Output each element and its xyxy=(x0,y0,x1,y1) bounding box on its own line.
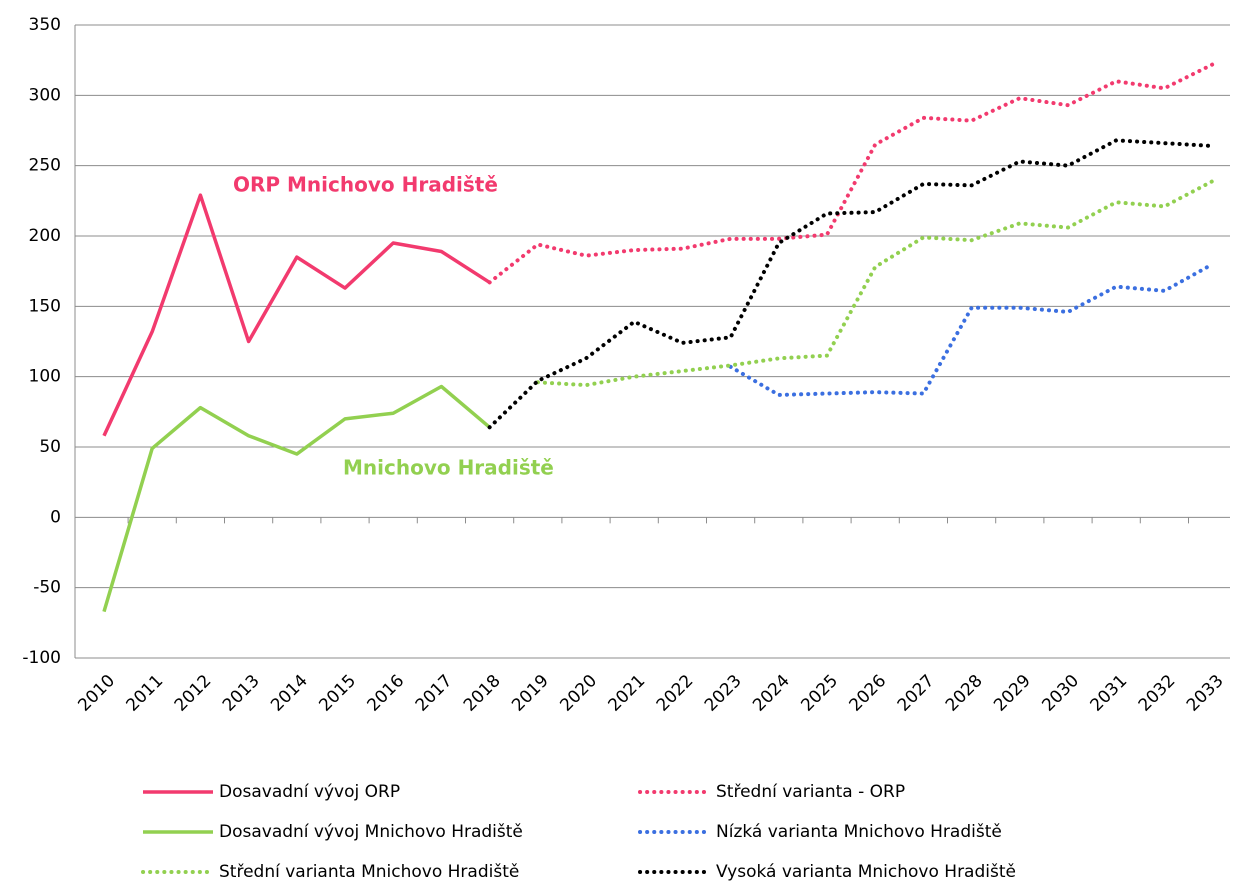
y-tick-label: 200 xyxy=(29,226,61,246)
x-tick-label: 2030 xyxy=(1038,671,1083,716)
legend-label: Vysoká varianta Mnichovo Hradiště xyxy=(716,862,1016,882)
x-tick-label: 2032 xyxy=(1135,671,1180,716)
legend-label: Dosavadní vývoj ORP xyxy=(219,782,400,802)
y-tick-label: -100 xyxy=(22,648,61,668)
x-tick-label: 2018 xyxy=(460,671,505,716)
annotation: Mnichovo Hradiště xyxy=(343,456,554,480)
x-tick-label: 2025 xyxy=(797,671,842,716)
x-tick-label: 2016 xyxy=(364,671,409,716)
y-tick-label: 50 xyxy=(39,437,61,457)
series-line xyxy=(102,384,491,613)
series-line xyxy=(728,262,1215,397)
y-tick-label: 300 xyxy=(29,85,61,105)
x-tick-label: 2019 xyxy=(508,671,553,716)
y-tick-label: -50 xyxy=(33,578,61,598)
x-tick-label: 2023 xyxy=(701,671,746,716)
x-tick-label: 2029 xyxy=(990,671,1035,716)
x-tick-label: 2033 xyxy=(1183,671,1228,716)
x-tick-label: 2020 xyxy=(556,671,601,716)
y-tick-label: 350 xyxy=(29,15,61,35)
x-tick-label: 2028 xyxy=(942,671,987,716)
x-tick-label: 2021 xyxy=(605,671,650,716)
series-line xyxy=(535,179,1215,388)
legend-label: Střední varianta - ORP xyxy=(716,782,905,802)
series-line xyxy=(487,138,1215,430)
x-tick-label: 2022 xyxy=(653,671,698,716)
x-tick-label: 2031 xyxy=(1087,671,1132,716)
legend-label: Dosavadní vývoj Mnichovo Hradiště xyxy=(219,822,523,842)
x-tick-label: 2024 xyxy=(749,671,794,716)
x-tick-label: 2012 xyxy=(171,671,216,716)
x-tick-label: 2011 xyxy=(123,671,168,716)
x-tick-label: 2014 xyxy=(267,671,312,716)
y-tick-label: 250 xyxy=(29,156,61,176)
x-tick-label: 2027 xyxy=(894,671,939,716)
x-tick-label: 2013 xyxy=(219,671,264,716)
x-tick-label: 2010 xyxy=(74,671,119,716)
y-tick-label: 0 xyxy=(50,507,61,527)
x-tick-label: 2015 xyxy=(315,671,360,716)
annotation: ORP Mnichovo Hradiště xyxy=(233,173,498,197)
legend-label: Střední varianta Mnichovo Hradiště xyxy=(219,862,519,882)
x-tick-label: 2026 xyxy=(846,671,891,716)
y-tick-label: 150 xyxy=(29,296,61,316)
legend-label: Nízká varianta Mnichovo Hradiště xyxy=(716,822,1002,842)
x-tick-label: 2017 xyxy=(412,671,457,716)
series-line xyxy=(102,193,491,437)
series-line xyxy=(487,62,1215,285)
y-tick-label: 100 xyxy=(29,367,61,387)
